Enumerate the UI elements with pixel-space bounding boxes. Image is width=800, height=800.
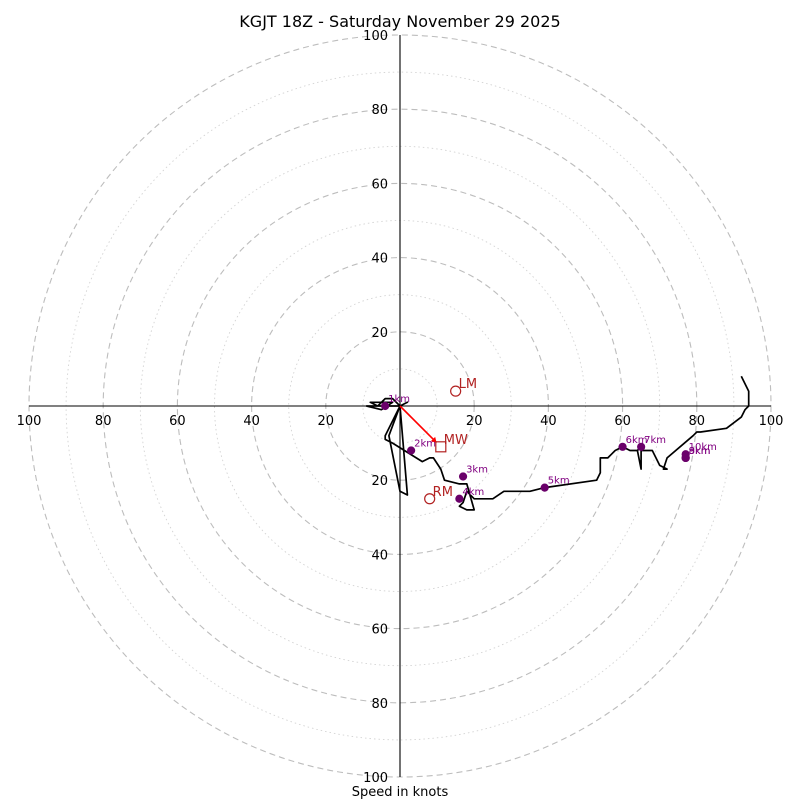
hodograph-trace bbox=[365, 375, 750, 511]
mean-wind-arrowhead bbox=[430, 436, 437, 443]
storm-motion-markers: LM MW RM bbox=[399, 377, 477, 505]
height-label-3km: 3km bbox=[466, 464, 488, 475]
motion-label-RM: RM bbox=[433, 485, 453, 500]
x-tick-left-60: 60 bbox=[169, 414, 186, 429]
motion-marker-LM bbox=[450, 385, 462, 397]
hodograph-line bbox=[365, 375, 750, 511]
y-tick-bottom-40: 40 bbox=[371, 548, 388, 563]
y-tick-bottom-60: 60 bbox=[371, 623, 388, 638]
y-tick-top-40: 40 bbox=[371, 252, 388, 267]
height-label-1km: 1km bbox=[388, 394, 410, 405]
height-marker-4km bbox=[455, 494, 464, 503]
height-marker-6km bbox=[618, 442, 627, 451]
y-tick-top-80: 80 bbox=[371, 103, 388, 118]
x-tick-right-20: 20 bbox=[466, 414, 483, 429]
y-tick-top-60: 60 bbox=[371, 177, 388, 192]
y-tick-bottom-100: 100 bbox=[363, 771, 388, 786]
x-tick-left-40: 40 bbox=[243, 414, 260, 429]
height-marker-1km bbox=[381, 401, 390, 411]
x-tick-right-100: 100 bbox=[759, 414, 784, 429]
y-tick-bottom-80: 80 bbox=[371, 697, 388, 712]
height-label-5km: 5km bbox=[548, 476, 570, 487]
height-marker-7km bbox=[637, 442, 646, 451]
x-tick-right-40: 40 bbox=[540, 414, 557, 429]
height-marker-3km bbox=[458, 472, 468, 481]
motion-marker-MW bbox=[435, 441, 447, 453]
chart-title: KGJT 18Z - Saturday November 29 2025 bbox=[239, 12, 560, 31]
height-label-6km: 6km bbox=[626, 435, 648, 446]
motion-label-LM: LM bbox=[459, 377, 477, 392]
motion-label-MW: MW bbox=[444, 433, 468, 448]
height-label-4km: 4km bbox=[462, 487, 484, 498]
y-tick-top-100: 100 bbox=[363, 29, 388, 44]
x-tick-left-80: 80 bbox=[95, 414, 112, 429]
x-tick-left-20: 20 bbox=[318, 414, 335, 429]
y-tick-bottom-20: 20 bbox=[371, 474, 388, 489]
height-label-2km: 2km bbox=[414, 439, 436, 450]
height-label-7km: 7km bbox=[644, 435, 666, 446]
x-tick-left-100: 100 bbox=[17, 414, 42, 429]
x-tick-right-80: 80 bbox=[689, 414, 706, 429]
mean-wind-arrow bbox=[399, 405, 438, 444]
height-label-10km: 10km bbox=[689, 442, 717, 453]
height-label-8km: 8km bbox=[689, 446, 711, 457]
height-marker-10km bbox=[681, 450, 690, 459]
height-marker-2km bbox=[407, 446, 416, 455]
motion-marker-RM bbox=[424, 493, 436, 505]
y-tick-top-20: 20 bbox=[371, 326, 388, 341]
x-axis-label: Speed in knots bbox=[352, 785, 449, 800]
height-label-9km: 9km bbox=[689, 446, 711, 457]
x-tick-right-60: 60 bbox=[614, 414, 631, 429]
height-marker-5km bbox=[540, 483, 549, 492]
axis-ticks: 20 20 20 20 40 40 40 40 60 60 60 60 80 80 80 80 100 100 10… bbox=[17, 29, 784, 786]
